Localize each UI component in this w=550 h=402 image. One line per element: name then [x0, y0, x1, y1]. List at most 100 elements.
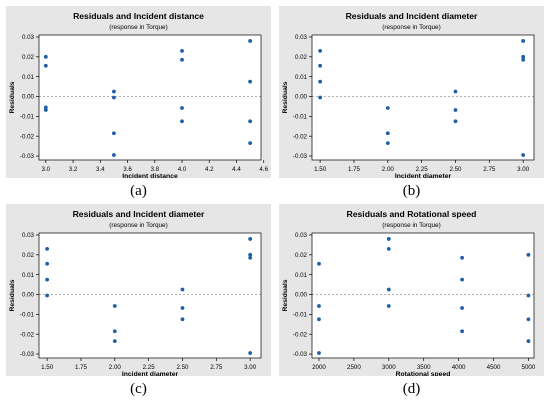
x-axis-label: Incident diameter [122, 371, 179, 376]
y-tick-label: -0.01 [293, 312, 308, 319]
y-tick-label: 0.00 [22, 94, 35, 101]
chart-subtitle: (response in Torque) [382, 24, 441, 31]
data-point [248, 252, 253, 257]
x-tick-label: 2000 [312, 364, 326, 371]
x-tick-label: 3.6 [123, 166, 132, 173]
data-point [112, 329, 117, 334]
x-tick-label: 4.6 [259, 166, 268, 173]
data-point [526, 317, 531, 322]
y-tick-label: -0.03 [293, 153, 308, 160]
data-point [521, 39, 526, 43]
chart-subtitle: (response in Torque) [382, 222, 441, 229]
data-point [180, 57, 184, 62]
data-point [112, 339, 117, 344]
data-point [45, 293, 50, 298]
x-tick-label: 2.25 [143, 364, 156, 371]
x-tick-label: 2500 [347, 364, 361, 371]
y-tick-label: 0.03 [22, 34, 35, 41]
data-point [317, 304, 321, 308]
x-tick-label: 2.75 [483, 166, 496, 173]
x-axis-label: Rotational speed [396, 371, 451, 376]
x-tick-label: 4.4 [232, 166, 241, 173]
data-point [317, 317, 321, 322]
y-tick-label: 0.00 [295, 292, 308, 299]
caption-a: (a) [130, 183, 147, 199]
y-tick-label: 0.01 [22, 74, 35, 81]
data-point [317, 351, 321, 355]
data-point [248, 79, 253, 84]
data-point [318, 48, 323, 53]
caption-b: (b) [402, 183, 421, 199]
data-point [248, 237, 253, 241]
x-tick-label: 2.50 [176, 364, 189, 371]
y-tick-label: -0.02 [293, 331, 308, 338]
x-tick-label: 3000 [382, 364, 396, 371]
y-tick-label: 0.03 [295, 232, 308, 239]
chart-panel-d: Residuals and Rotational speed (response … [279, 204, 544, 376]
data-point [45, 277, 50, 282]
data-point [180, 119, 184, 124]
data-point [526, 339, 531, 344]
x-tick-label: 2.75 [210, 364, 223, 371]
y-tick-label: -0.02 [20, 331, 35, 338]
data-point [318, 95, 323, 100]
y-tick-label: -0.03 [20, 153, 35, 160]
x-axis-label: Incident distance [122, 173, 178, 178]
data-point [386, 246, 391, 251]
y-tick-label: 0.02 [295, 54, 308, 61]
caption-d: (d) [402, 381, 421, 397]
data-point [180, 287, 185, 292]
x-tick-label: 3500 [417, 364, 431, 371]
y-tick-label: -0.01 [20, 312, 35, 319]
plot-frame [38, 34, 262, 161]
x-tick-label: 3.00 [244, 364, 257, 371]
data-point [318, 63, 323, 68]
x-tick-label: 3.00 [517, 166, 530, 173]
x-tick-label: 1.50 [41, 364, 54, 371]
x-tick-label: 1.50 [314, 166, 327, 173]
y-tick-label: 0.03 [295, 34, 308, 41]
y-tick-label: -0.03 [293, 351, 308, 358]
data-point [526, 252, 531, 257]
y-tick-label: -0.02 [20, 133, 35, 140]
chart-panel-b: Residuals and Incident diameter (response… [279, 6, 544, 178]
data-point [453, 119, 458, 124]
y-axis-label: Residuals [9, 81, 16, 113]
data-point [112, 89, 116, 94]
data-point [385, 141, 390, 146]
plot-area [312, 233, 534, 358]
data-point [180, 306, 185, 310]
chart-svg: Residuals and Incident diameter (response… [279, 6, 544, 178]
y-tick-label: 0.02 [22, 54, 35, 61]
data-point [521, 153, 526, 157]
x-tick-label: 4500 [487, 364, 501, 371]
chart-svg: Residuals and Incident distance (response… [6, 6, 271, 178]
data-point [317, 261, 321, 266]
x-axis-label: Incident diameter [395, 173, 452, 178]
data-point [112, 131, 116, 136]
x-tick-label: 5000 [522, 364, 536, 371]
plot-area [39, 35, 261, 160]
data-point [526, 293, 531, 298]
y-tick-label: 0.02 [295, 252, 308, 259]
data-point [386, 287, 391, 292]
data-point [248, 39, 253, 43]
y-tick-label: 0.03 [22, 232, 35, 239]
x-tick-label: 3.8 [150, 166, 159, 173]
data-point [180, 317, 185, 322]
caption-c: (c) [130, 381, 147, 397]
plot-frame [311, 34, 535, 161]
data-point [521, 57, 526, 62]
y-tick-label: 0.00 [22, 292, 35, 299]
data-point [45, 246, 50, 251]
data-point [112, 95, 116, 100]
data-point [43, 63, 48, 68]
y-axis-label: Residuals [282, 81, 289, 113]
y-tick-label: 0.02 [22, 252, 35, 259]
y-tick-label: 0.01 [295, 74, 308, 81]
data-point [43, 108, 48, 112]
x-tick-label: 3.4 [96, 166, 105, 173]
data-point [248, 141, 253, 146]
data-point [385, 131, 390, 136]
x-tick-label: 2.00 [382, 166, 395, 173]
